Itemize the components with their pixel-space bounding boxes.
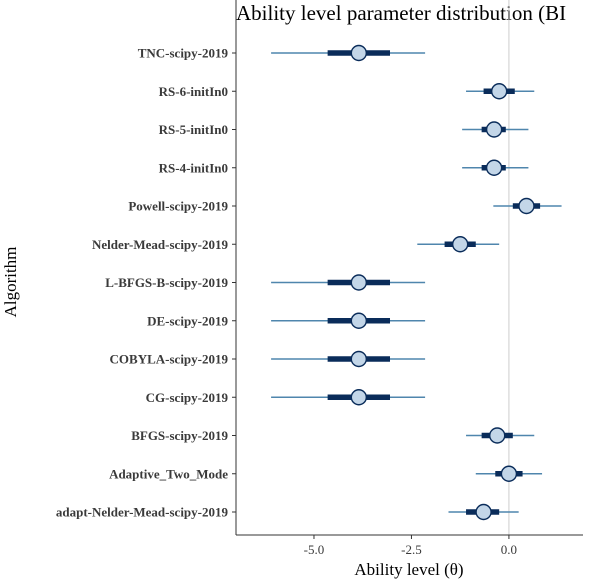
category-label: COBYLA-scipy-2019 [110,352,229,367]
median-point [485,121,503,138]
x-tick-label: 0.0 [501,542,517,557]
median-point [350,44,368,62]
x-tick-label: -2.5 [401,542,422,557]
median-point [500,465,518,482]
median-point [350,312,368,329]
median-point [451,236,469,253]
median-point [350,274,368,291]
x-axis-ticks: -5.0 -2.5 0.0 [304,535,517,557]
x-tick-label: -5.0 [304,542,325,557]
category-label: RS-5-initIn0 [159,122,228,137]
median-point [350,350,368,368]
median-point [485,159,503,176]
category-label: Nelder-Mead-scipy-2019 [92,237,228,252]
category-label: Adaptive_Two_Mode [109,466,228,481]
median-point [489,427,506,444]
plot-area [271,0,562,535]
chart-title: Ability level parameter distribution (BI [236,1,566,25]
category-label: BFGS-scipy-2019 [131,428,228,443]
median-point [350,389,368,406]
category-label: RS-4-initIn0 [159,160,228,175]
median-point [490,83,508,100]
y-axis-labels: TNC-scipy-2019 RS-6-initIn0 RS-5-initIn0 RS… [56,46,236,520]
category-label: TNC-scipy-2019 [138,46,229,61]
category-label: L-BFGS-B-scipy-2019 [105,275,228,290]
median-point [518,197,535,215]
x-axis-title: Ability level (θ) [354,560,463,579]
y-axis-title: Algorithm [1,247,20,318]
category-label: Powell-scipy-2019 [128,199,228,214]
category-label: adapt-Nelder-Mead-scipy-2019 [56,505,229,520]
category-label: RS-6-initIn0 [159,84,228,99]
category-label: DE-scipy-2019 [147,313,228,328]
median-point [475,503,492,521]
category-label: CG-scipy-2019 [146,390,229,405]
